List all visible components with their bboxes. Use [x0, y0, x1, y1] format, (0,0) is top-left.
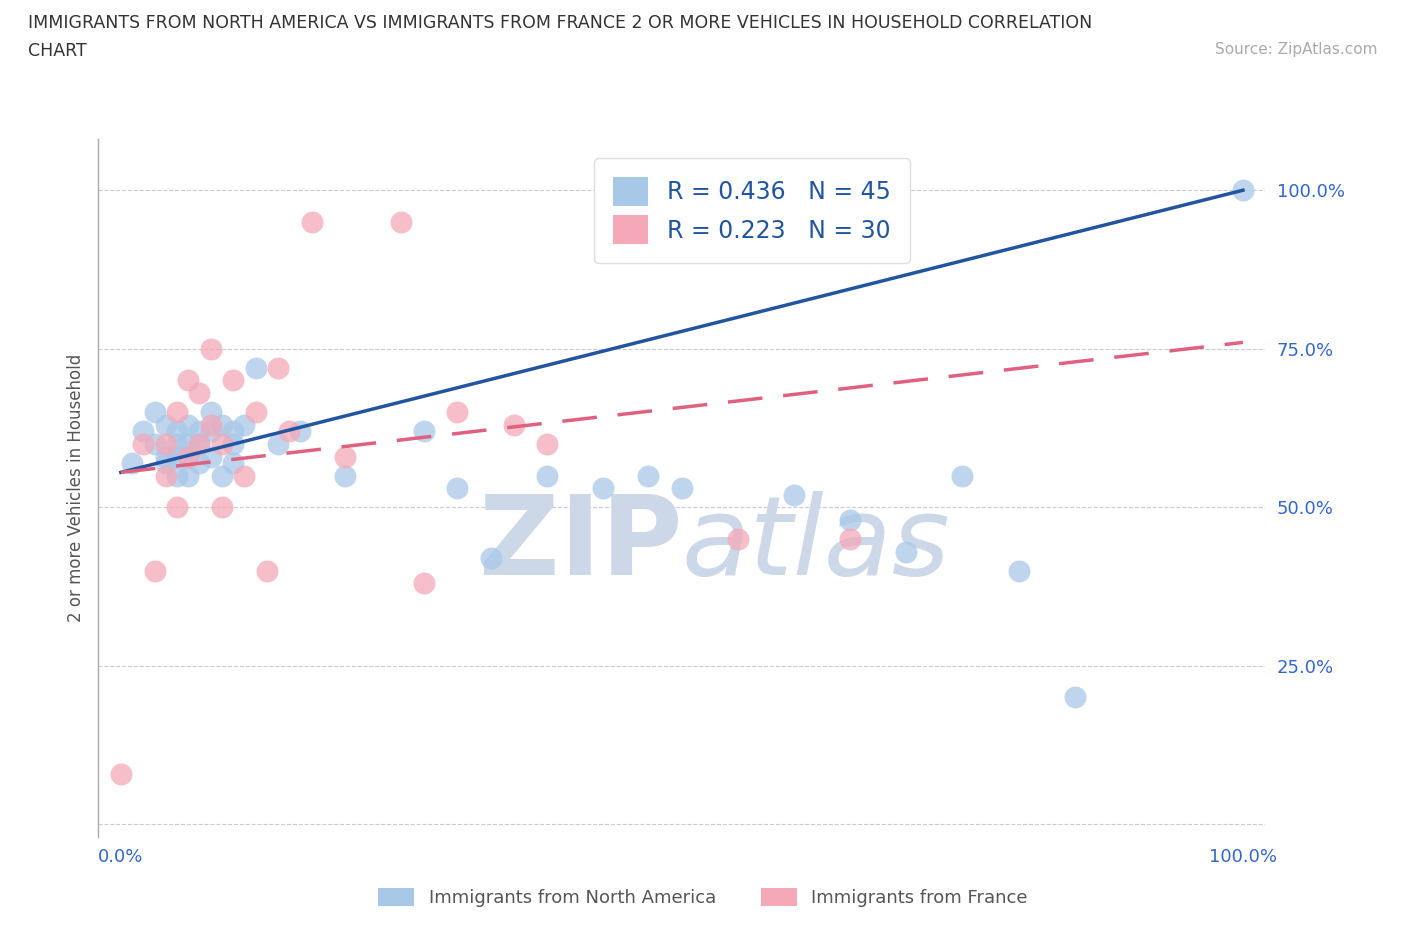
Point: [245, 360, 267, 375]
Point: [200, 341, 222, 356]
Point: [839, 512, 862, 527]
Point: [155, 436, 177, 451]
Text: IMMIGRANTS FROM NORTH AMERICA VS IMMIGRANTS FROM FRANCE 2 OR MORE VEHICLES IN HO: IMMIGRANTS FROM NORTH AMERICA VS IMMIGRA…: [28, 14, 1092, 32]
Legend: R = 0.436   N = 45, R = 0.223   N = 30: R = 0.436 N = 45, R = 0.223 N = 30: [593, 158, 910, 263]
Point: [222, 436, 245, 451]
Point: [155, 449, 177, 464]
Point: [671, 481, 693, 496]
Point: [143, 436, 166, 451]
Point: [177, 449, 200, 464]
Point: [177, 468, 200, 483]
Point: [188, 436, 211, 451]
Legend: Immigrants from North America, Immigrants from France: Immigrants from North America, Immigrant…: [368, 879, 1038, 916]
Point: [222, 456, 245, 471]
Point: [200, 424, 222, 439]
Point: [783, 487, 806, 502]
Point: [536, 436, 558, 451]
Point: [301, 215, 323, 230]
Point: [166, 436, 188, 451]
Point: [222, 424, 245, 439]
Point: [592, 481, 614, 496]
Point: [479, 551, 502, 565]
Point: [412, 576, 434, 591]
Point: [177, 449, 200, 464]
Point: [637, 468, 659, 483]
Point: [188, 386, 211, 401]
Point: [166, 405, 188, 419]
Point: [267, 360, 290, 375]
Point: [290, 424, 312, 439]
Point: [446, 405, 468, 419]
Point: [110, 766, 132, 781]
Point: [166, 424, 188, 439]
Point: [446, 481, 468, 496]
Point: [143, 564, 166, 578]
Point: [267, 436, 290, 451]
Point: [211, 418, 233, 432]
Point: [335, 449, 357, 464]
Point: [389, 215, 412, 230]
Point: [132, 436, 155, 451]
Point: [166, 449, 188, 464]
Point: [132, 424, 155, 439]
Point: [233, 468, 256, 483]
Point: [1232, 183, 1254, 198]
Point: [155, 468, 177, 483]
Y-axis label: 2 or more Vehicles in Household: 2 or more Vehicles in Household: [66, 354, 84, 622]
Point: [839, 532, 862, 547]
Point: [952, 468, 974, 483]
Point: [155, 418, 177, 432]
Point: [211, 499, 233, 514]
Point: [233, 418, 256, 432]
Point: [143, 405, 166, 419]
Point: [256, 564, 278, 578]
Point: [412, 424, 434, 439]
Point: [200, 418, 222, 432]
Point: [177, 436, 200, 451]
Point: [245, 405, 267, 419]
Point: [121, 456, 143, 471]
Text: Source: ZipAtlas.com: Source: ZipAtlas.com: [1215, 42, 1378, 57]
Point: [1063, 690, 1085, 705]
Point: [177, 418, 200, 432]
Point: [536, 468, 558, 483]
Point: [200, 449, 222, 464]
Point: [211, 468, 233, 483]
Point: [188, 424, 211, 439]
Point: [896, 544, 918, 559]
Point: [200, 405, 222, 419]
Point: [211, 436, 233, 451]
Point: [166, 499, 188, 514]
Point: [278, 424, 301, 439]
Point: [222, 373, 245, 388]
Point: [177, 373, 200, 388]
Point: [166, 468, 188, 483]
Point: [1007, 564, 1029, 578]
Point: [155, 456, 177, 471]
Point: [727, 532, 749, 547]
Text: ZIP: ZIP: [478, 490, 682, 598]
Text: CHART: CHART: [28, 42, 87, 60]
Point: [188, 456, 211, 471]
Point: [335, 468, 357, 483]
Point: [502, 418, 524, 432]
Point: [188, 436, 211, 451]
Text: atlas: atlas: [682, 490, 950, 598]
